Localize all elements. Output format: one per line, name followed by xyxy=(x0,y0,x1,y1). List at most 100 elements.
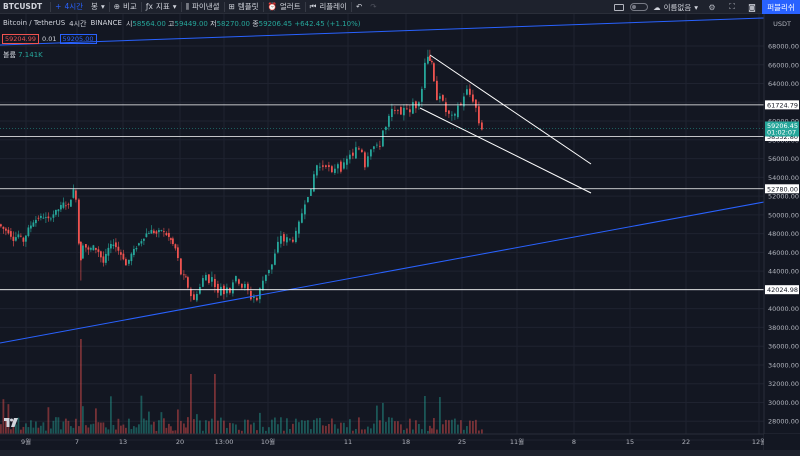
volume-bar xyxy=(226,427,228,434)
candle-body xyxy=(436,80,438,101)
volume-bar xyxy=(214,374,216,434)
time-axis[interactable]: 9월 7 13 20 13:00 10월 11 18 25 11월 8 15 22 12월 xyxy=(0,433,800,456)
candle-body xyxy=(322,165,324,167)
lower-trendline[interactable] xyxy=(0,201,765,344)
volume-bar xyxy=(259,412,261,434)
settings-button[interactable]: ⚙ xyxy=(702,0,722,14)
candle-body xyxy=(295,230,297,243)
toolbar-divider xyxy=(304,1,306,12)
volume-bar xyxy=(138,424,140,434)
candle-body xyxy=(445,102,447,112)
candle-body xyxy=(319,166,321,168)
fullscreen-button[interactable]: ⛶ xyxy=(722,0,742,14)
snapshot-button[interactable]: ◙ xyxy=(742,0,762,14)
candle-body xyxy=(190,288,192,297)
candle-body xyxy=(168,232,170,237)
candle-body xyxy=(55,209,57,215)
alert-button[interactable]: ⏰ 얼러트 xyxy=(264,0,305,14)
candle-body xyxy=(232,282,234,294)
candle-body xyxy=(97,249,100,252)
volume-bar xyxy=(475,419,477,434)
toggle-switch[interactable] xyxy=(629,0,649,14)
candle-body xyxy=(412,102,414,114)
volume-bar xyxy=(170,426,172,434)
candle-body xyxy=(316,165,318,176)
templates-icon: ⊞ xyxy=(228,2,235,11)
volume-bar xyxy=(388,417,390,434)
volume-bar xyxy=(352,430,354,434)
volume-bar xyxy=(160,412,163,434)
volume-bar xyxy=(165,427,168,434)
price-axis[interactable]: USDT68000.0066000.0064000.0062000.006000… xyxy=(763,14,800,456)
last-price-tag xyxy=(765,121,799,137)
candle-body xyxy=(50,218,52,220)
candle-body xyxy=(271,264,273,270)
interval-button[interactable]: + 4시간 xyxy=(51,0,87,14)
candle-body xyxy=(160,230,163,231)
time-tick-label: 22 xyxy=(682,438,690,446)
templates-button[interactable]: ⊞ 템플릿 xyxy=(225,0,263,14)
candle-body xyxy=(310,188,312,196)
candle-body xyxy=(334,168,336,173)
candle-body xyxy=(72,189,75,198)
volume-bar xyxy=(397,421,399,434)
upper-trendline[interactable] xyxy=(0,17,765,46)
volume-bar xyxy=(135,427,138,434)
horizontal-levels[interactable] xyxy=(0,104,764,291)
symbol-search-button[interactable]: BTCUSDT xyxy=(3,2,43,11)
volume-bar xyxy=(431,428,433,434)
high-label: 고 xyxy=(168,20,175,28)
wedge-lower-line[interactable] xyxy=(419,107,592,194)
candle-body xyxy=(172,238,174,244)
volume-bar xyxy=(80,339,82,434)
candle-body xyxy=(80,241,82,261)
volume-bar xyxy=(253,422,255,434)
redo-button[interactable]: ↷ xyxy=(366,0,380,14)
wedge-upper-line[interactable] xyxy=(429,54,592,165)
drawings[interactable] xyxy=(0,17,765,344)
candle-body xyxy=(62,202,65,208)
candle-body xyxy=(128,259,130,264)
undo-button[interactable]: ↶ xyxy=(352,0,366,14)
volume-bar xyxy=(418,424,420,434)
publish-button[interactable]: 퍼블리쉬 xyxy=(762,0,800,14)
layout-button[interactable] xyxy=(609,0,629,14)
buy-button[interactable]: 59205.00 xyxy=(59,34,97,44)
volume-bar xyxy=(445,419,447,434)
volume-bar xyxy=(97,422,100,434)
toolbar-divider xyxy=(180,1,182,12)
indicators-button[interactable]: ƒx 지표 ▾ xyxy=(142,0,181,14)
volume-bar xyxy=(301,420,303,434)
volume-bar xyxy=(451,419,453,434)
volume-bar xyxy=(223,420,225,434)
volume-bar xyxy=(334,424,336,434)
volume-bar xyxy=(172,430,174,434)
candle-body xyxy=(478,106,480,124)
compare-button[interactable]: ⊕ 비교 xyxy=(110,0,141,14)
volume-bar xyxy=(70,426,72,434)
replay-button[interactable]: ⏮ 리플레이 xyxy=(306,0,351,14)
bar-style-label: 봉 xyxy=(91,2,98,11)
candle-body xyxy=(187,277,189,288)
candle-body xyxy=(367,156,369,167)
candle-body xyxy=(214,278,216,288)
volume-bar xyxy=(150,424,153,434)
price-chart[interactable]: USDT68000.0066000.0064000.0062000.006000… xyxy=(0,14,800,456)
volume-bar xyxy=(454,418,456,434)
candle-body xyxy=(110,243,112,249)
bar-style-button[interactable]: 봉 ▾ xyxy=(87,0,109,14)
sell-button[interactable]: 59204.99 xyxy=(2,34,40,44)
volume-bar xyxy=(82,406,84,434)
volume-bar xyxy=(168,423,170,434)
volume-bar xyxy=(376,405,378,434)
volume-bar xyxy=(289,428,291,434)
financials-icon: ⫼ xyxy=(185,1,189,11)
candle-body xyxy=(153,230,155,234)
financials-button[interactable]: ⫼ 파이낸셜 xyxy=(182,0,224,14)
volume-bar xyxy=(427,430,429,434)
volume-bar xyxy=(117,418,120,434)
layout-name-button[interactable]: ☁ 이름없음 ▾ xyxy=(649,0,702,14)
candle-body xyxy=(433,63,435,82)
candle-body xyxy=(238,279,240,284)
layout-name-label: 이름없음 xyxy=(663,2,692,12)
